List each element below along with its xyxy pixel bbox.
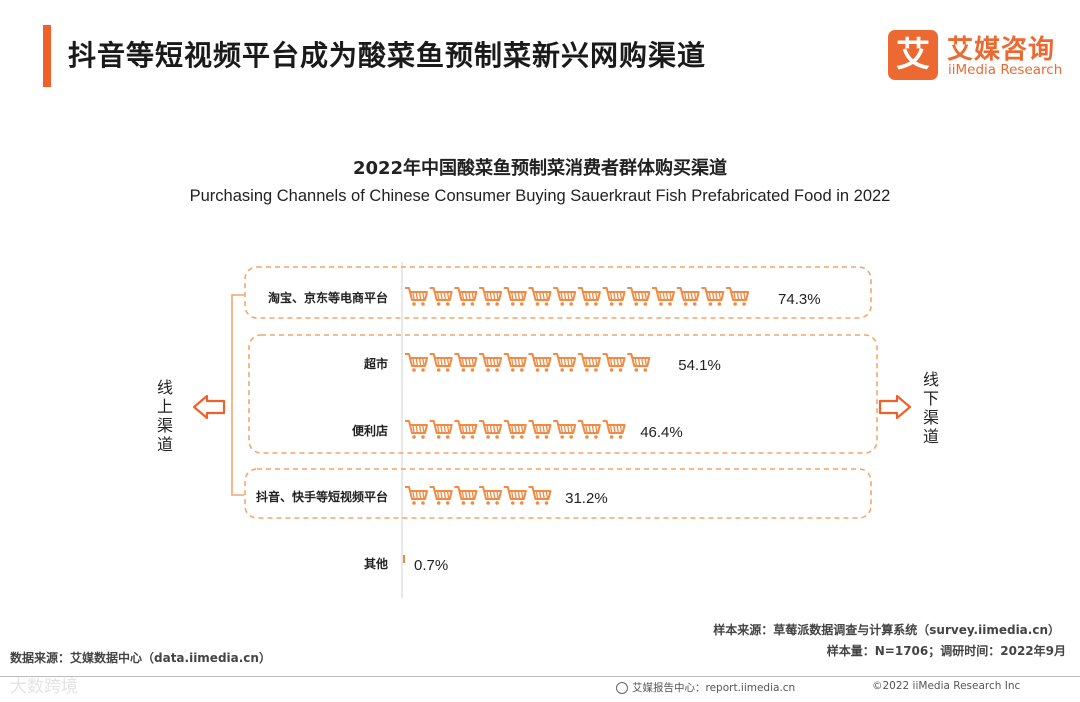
- copyright: ©2022 iiMedia Research Inc: [872, 680, 1021, 692]
- shopping-cart-icon: [454, 287, 478, 306]
- shopping-cart-icon: [528, 353, 552, 372]
- data-label: 0.7%: [414, 557, 448, 574]
- shopping-cart-icon: [528, 486, 552, 505]
- shopping-cart-icon: [528, 420, 552, 439]
- shopping-cart-icon: [479, 486, 503, 505]
- online-bracket: [231, 294, 244, 496]
- shopping-cart-icon: [454, 420, 478, 439]
- shopping-cart-icon: [429, 287, 453, 306]
- category-label: 淘宝、京东等电商平台: [268, 290, 388, 305]
- shopping-cart-icon: [627, 287, 651, 306]
- logo-chinese-text: 艾媒咨询: [947, 35, 1056, 65]
- shopping-cart-icon: [577, 420, 601, 439]
- bar-mark: [405, 420, 626, 439]
- shopping-cart-icon: [726, 287, 750, 306]
- offline-channel-label-char: 道: [923, 427, 939, 446]
- title-accent-bar: [43, 25, 51, 87]
- bar-sliver: [403, 555, 405, 563]
- shopping-cart-icon: [602, 287, 626, 306]
- sample-source: 样本来源：草莓派数据调查与计算系统（survey.iimedia.cn）: [713, 623, 1060, 637]
- category-label: 超市: [363, 356, 388, 371]
- online-channel-label-char: 道: [157, 435, 173, 454]
- logo-mark-icon: 艾: [888, 30, 938, 80]
- watermark-text: 大数跨境: [10, 677, 78, 697]
- shopping-cart-icon: [405, 420, 428, 439]
- page-title: 抖音等短视频平台成为酸菜鱼预制菜新兴网购渠道: [68, 39, 707, 72]
- chart-subtitle: Purchasing Channels of Chinese Consumer …: [189, 187, 891, 205]
- shopping-cart-icon: [454, 486, 478, 505]
- report-center: 艾媒报告中心：report.iimedia.cn: [616, 680, 795, 695]
- online-group-box-ecommerce: [244, 266, 872, 319]
- shopping-cart-icon: [479, 287, 503, 306]
- shopping-cart-icon: [503, 353, 527, 372]
- shopping-cart-icon: [503, 486, 527, 505]
- data-source: 数据来源：艾媒数据中心（data.iimedia.cn）: [10, 651, 271, 665]
- category-label: 便利店: [352, 423, 388, 438]
- shopping-cart-icon: [701, 287, 725, 306]
- offline-group-box: [248, 334, 878, 454]
- shopping-cart-icon: [627, 353, 651, 372]
- shopping-cart-icon: [454, 353, 478, 372]
- category-label: 抖音、快手等短视频平台: [256, 489, 388, 504]
- logo-english-text: iiMedia Research: [948, 62, 1063, 78]
- shopping-cart-icon: [602, 420, 626, 439]
- shopping-cart-icon: [602, 353, 626, 372]
- bar-mark: [405, 486, 552, 505]
- shopping-cart-icon: [577, 287, 601, 306]
- left-arrow-icon: [192, 394, 226, 420]
- shopping-cart-icon: [405, 287, 428, 306]
- shopping-cart-icon: [429, 486, 453, 505]
- data-label: 74.3%: [778, 291, 821, 308]
- shopping-cart-icon: [405, 353, 428, 372]
- chart-title: 2022年中国酸菜鱼预制菜消费者群体购买渠道: [352, 158, 728, 179]
- category-label: 其他: [364, 556, 388, 571]
- data-label: 54.1%: [678, 357, 721, 374]
- globe-icon: [616, 682, 628, 694]
- online-channel-label-char: 上: [157, 397, 173, 416]
- shopping-cart-icon: [479, 420, 503, 439]
- offline-channel-label-char: 线: [923, 370, 939, 389]
- shopping-cart-icon: [676, 287, 700, 306]
- online-group-box-shortvideo: [244, 468, 872, 519]
- shopping-cart-partial-icon: [652, 354, 674, 372]
- offline-channel-label-char: 下: [923, 389, 939, 408]
- shopping-cart-icon: [528, 287, 552, 306]
- online-channel-label-char: 渠: [157, 416, 173, 435]
- bar-mark: [405, 287, 773, 306]
- data-label: 31.2%: [565, 490, 608, 507]
- data-label: 46.4%: [640, 424, 683, 441]
- bar-mark: [405, 353, 674, 372]
- shopping-cart-icon: [429, 353, 453, 372]
- bar-mark: [403, 555, 405, 563]
- shopping-cart-icon: [553, 287, 577, 306]
- shopping-cart-icon: [553, 353, 577, 372]
- shopping-cart-icon: [503, 420, 527, 439]
- shopping-cart-icon: [429, 420, 453, 439]
- shopping-cart-icon: [652, 287, 675, 306]
- right-arrow-icon: [878, 394, 912, 420]
- sample-size: 样本量：N=1706；调研时间：2022年9月: [826, 644, 1066, 658]
- shopping-cart-icon: [503, 287, 527, 306]
- offline-channel-label-char: 渠: [923, 408, 939, 427]
- online-channel-label-char: 线: [157, 378, 173, 397]
- shopping-cart-icon: [479, 353, 503, 372]
- shopping-cart-partial-icon: [751, 288, 773, 306]
- report-center-text: 艾媒报告中心：report.iimedia.cn: [632, 682, 796, 694]
- shopping-cart-icon: [405, 486, 428, 505]
- iimedia-logo: 艾 艾媒咨询 iiMedia Research: [888, 28, 1063, 84]
- shopping-cart-icon: [577, 353, 601, 372]
- shopping-cart-icon: [553, 420, 577, 439]
- footer-divider: [0, 676, 1080, 677]
